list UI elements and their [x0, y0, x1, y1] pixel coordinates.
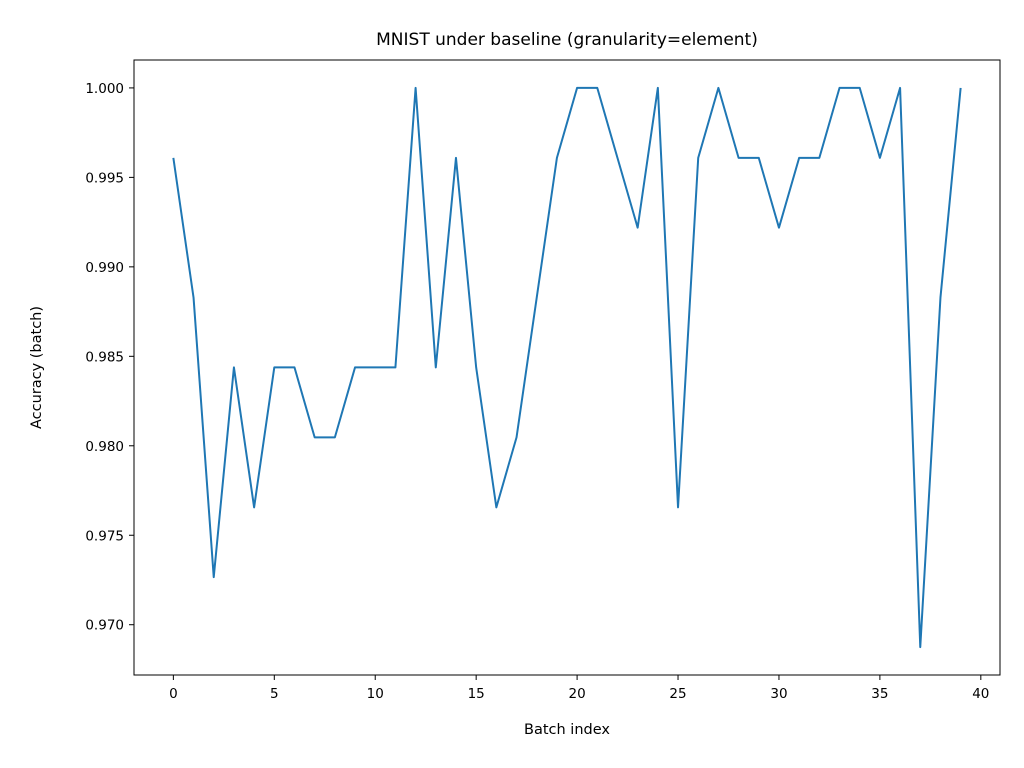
y-tick-label: 0.990	[85, 260, 124, 276]
x-tick-label: 0	[169, 686, 178, 702]
x-tick-label: 40	[972, 686, 989, 702]
y-tick-label: 1.000	[85, 81, 124, 97]
x-tick-label: 5	[270, 686, 279, 702]
y-tick-label: 0.975	[85, 528, 124, 544]
chart-title: MNIST under baseline (granularity=elemen…	[376, 30, 758, 50]
x-tick-label: 35	[871, 686, 888, 702]
y-axis-title: Accuracy (batch)	[29, 306, 45, 429]
x-tick-label: 20	[568, 686, 585, 702]
x-axis-title: Batch index	[524, 722, 610, 738]
series-line	[172, 86, 962, 649]
y-axis-ticks: 0.970 0.975 0.980 0.985 0.990 0.995 1.000	[85, 81, 134, 634]
x-tick-label: 15	[468, 686, 485, 702]
y-tick-label: 0.970	[85, 618, 124, 634]
y-tick-label: 0.985	[85, 349, 124, 365]
x-tick-label: 25	[669, 686, 686, 702]
plot-area	[172, 86, 962, 649]
x-tick-label: 30	[770, 686, 787, 702]
x-axis-ticks: 0 5 10 15 20 25 30 35 40	[169, 675, 989, 702]
axes-frame	[133, 59, 1001, 676]
y-tick-label: 0.980	[85, 439, 124, 455]
y-tick-label: 0.995	[85, 170, 124, 186]
x-tick-label: 10	[367, 686, 384, 702]
